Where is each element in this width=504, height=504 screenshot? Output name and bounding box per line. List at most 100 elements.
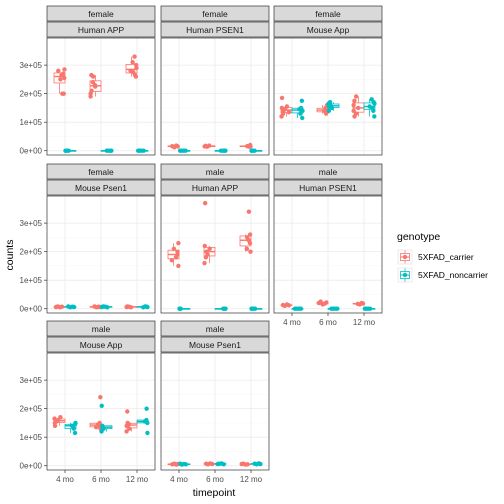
legend-point-glyph bbox=[402, 272, 408, 278]
x-tick-label: 12 mo bbox=[240, 475, 263, 484]
data-point bbox=[351, 102, 356, 108]
facet-strip-sex-label: male bbox=[92, 324, 111, 334]
facet-strip-gene bbox=[273, 179, 383, 196]
x-tick-label: 12 mo bbox=[126, 475, 149, 484]
data-point bbox=[246, 238, 251, 243]
y-tick-label: 2e+05 bbox=[20, 405, 43, 414]
y-tick-label: 0e+00 bbox=[20, 305, 43, 314]
data-point bbox=[329, 306, 334, 311]
data-point bbox=[353, 111, 359, 116]
facet-panel: male Human PSEN1 4 mo 6 mo 12 mo bbox=[273, 163, 383, 327]
data-point bbox=[101, 426, 106, 431]
data-point bbox=[355, 301, 360, 307]
facet-strip-sex bbox=[160, 5, 270, 22]
facet-strip-sex bbox=[46, 5, 156, 22]
facet-strip-gene bbox=[273, 21, 383, 38]
data-point bbox=[69, 423, 75, 428]
y-tick-label: 1e+05 bbox=[20, 433, 43, 442]
data-point bbox=[202, 200, 208, 206]
y-tick-label: 1e+05 bbox=[20, 276, 43, 285]
legend-point-glyph bbox=[402, 254, 408, 260]
y-tick-label: 3e+05 bbox=[20, 376, 43, 385]
data-point bbox=[124, 429, 129, 434]
facet-strip-gene bbox=[46, 21, 156, 38]
data-point bbox=[130, 60, 135, 65]
data-point bbox=[132, 54, 137, 59]
data-point bbox=[279, 95, 285, 101]
x-tick-label: 6 mo bbox=[206, 475, 224, 484]
data-point bbox=[218, 148, 224, 153]
data-point bbox=[90, 74, 96, 79]
facet-panel: female Human PSEN1 bbox=[160, 5, 270, 156]
data-point bbox=[141, 305, 146, 310]
data-point bbox=[125, 409, 130, 414]
data-point bbox=[324, 300, 329, 305]
facet-panel: male Mouse App 0e+00 1e+05 2e+05 3e+05 4 mo 6 m… bbox=[20, 320, 156, 484]
data-point bbox=[183, 148, 188, 153]
data-point bbox=[56, 68, 61, 74]
data-point bbox=[286, 109, 292, 115]
facet-panel: male Mouse Psen1 4 mo 6 mo 12 mo bbox=[160, 320, 270, 484]
data-point bbox=[59, 304, 65, 309]
data-point bbox=[284, 104, 290, 109]
y-tick-label: 2e+05 bbox=[20, 248, 43, 257]
y-tick-label: 0e+00 bbox=[20, 462, 43, 471]
data-point bbox=[207, 246, 212, 251]
data-point bbox=[98, 395, 103, 400]
legend-keys: 5XFAD_carrier 5XFAD_noncarrier bbox=[397, 249, 488, 283]
facet-strip-gene bbox=[46, 179, 156, 196]
legend-label: 5XFAD_carrier bbox=[418, 252, 474, 262]
facet-panel: female Human APP 0e+00 1e+05 2e+05 3e+05 bbox=[20, 5, 156, 156]
data-point bbox=[371, 100, 376, 105]
x-tick-label: 6 mo bbox=[92, 475, 110, 484]
facet-strip-sex bbox=[46, 320, 156, 337]
facet-strip-sex bbox=[160, 320, 270, 337]
data-point bbox=[202, 243, 207, 249]
data-point bbox=[127, 426, 132, 431]
data-point bbox=[326, 108, 332, 113]
data-point bbox=[280, 302, 286, 308]
data-point bbox=[252, 148, 257, 153]
facet-strip-gene bbox=[46, 336, 156, 353]
data-point bbox=[352, 98, 357, 103]
data-point bbox=[60, 91, 65, 96]
facet-strip-sex-label: male bbox=[206, 167, 225, 177]
data-point bbox=[125, 420, 130, 426]
data-point bbox=[207, 143, 212, 148]
y-tick-label: 1e+05 bbox=[20, 118, 43, 127]
data-point bbox=[244, 246, 250, 251]
legend-key: 5XFAD_carrier bbox=[397, 249, 474, 265]
data-point bbox=[131, 70, 136, 75]
panel-border bbox=[46, 37, 156, 156]
data-point bbox=[223, 306, 228, 311]
data-point bbox=[58, 415, 63, 420]
facet-strip-gene-label: Human PSEN1 bbox=[299, 183, 357, 193]
data-point bbox=[370, 105, 375, 111]
data-point bbox=[249, 306, 254, 311]
x-tick-label: 4 mo bbox=[56, 475, 74, 484]
data-point bbox=[52, 423, 58, 428]
facet-strip-gene bbox=[160, 179, 270, 196]
data-point bbox=[297, 107, 302, 112]
panel-border bbox=[160, 37, 270, 156]
data-point bbox=[173, 255, 179, 260]
data-point bbox=[171, 246, 177, 251]
data-point bbox=[145, 430, 150, 436]
facet-strip-gene bbox=[160, 336, 270, 353]
data-point bbox=[323, 105, 328, 111]
data-point bbox=[128, 305, 134, 310]
facet-strip-gene-label: Mouse Psen1 bbox=[75, 183, 127, 193]
data-point bbox=[202, 260, 207, 266]
facet-strip-sex-label: female bbox=[315, 9, 341, 19]
data-point bbox=[62, 75, 67, 81]
y-axis-title: counts bbox=[4, 240, 16, 271]
data-point bbox=[144, 417, 149, 423]
facet-strip-sex-label: female bbox=[88, 9, 114, 19]
facet-strip-sex bbox=[160, 163, 270, 180]
data-point bbox=[298, 306, 304, 311]
data-point bbox=[92, 84, 98, 89]
data-point bbox=[178, 306, 183, 311]
data-point bbox=[72, 430, 78, 436]
data-point bbox=[63, 148, 68, 153]
